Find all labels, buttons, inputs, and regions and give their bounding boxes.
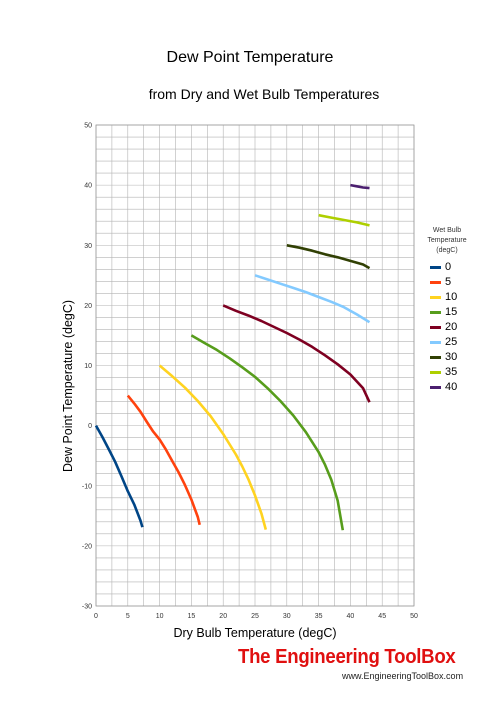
legend-swatch	[430, 340, 441, 344]
y-tick-label: 0	[88, 423, 92, 430]
series-line-10	[158, 364, 268, 530]
legend-item: 40	[430, 381, 458, 393]
x-tick-label: 50	[410, 613, 418, 620]
legend-item: 25	[430, 336, 458, 348]
plot-border	[95, 124, 415, 607]
brand-logo-text: The Engineering ToolBox	[238, 646, 456, 668]
legend-title-line: (degC)	[436, 247, 458, 254]
series-line-0	[94, 424, 144, 528]
x-tick-label: 25	[251, 613, 259, 620]
x-tick-label: 0	[94, 613, 98, 620]
legend-title: Wet Bulb Temperature (degC)	[414, 226, 480, 256]
series-line-20	[222, 304, 371, 403]
x-tick-label: 15	[188, 613, 196, 620]
y-tick-label: 40	[84, 183, 92, 190]
series-line-30	[286, 244, 371, 270]
y-tick-label: 10	[84, 363, 92, 370]
y-tick-label: -30	[82, 604, 92, 611]
legend-item: 20	[430, 321, 458, 333]
legend-title-line: Wet Bulb	[432, 227, 462, 234]
legend-item: 10	[430, 291, 458, 303]
legend-label: 35	[445, 366, 458, 378]
legend-item: 35	[430, 366, 458, 378]
y-tick-labels: -30 -20 -10 0 10 20 30 40 50	[82, 123, 92, 611]
series-line-25	[254, 274, 371, 324]
legend-item: 15	[430, 306, 458, 318]
legend-label: 15	[445, 306, 458, 318]
legend-swatch	[430, 295, 441, 299]
legend-item: 5	[430, 276, 452, 288]
brand-url: www.EngineeringToolBox.com	[342, 671, 464, 681]
y-tick-label: 20	[84, 303, 92, 310]
series-lines	[94, 183, 371, 531]
x-tick-label: 10	[156, 613, 164, 620]
legend-swatch	[430, 325, 441, 329]
legend-label: 5	[445, 276, 452, 288]
legend-label: 40	[445, 381, 458, 393]
legend-swatch	[430, 310, 441, 314]
x-tick-label: 20	[219, 613, 227, 620]
legend-title-line: Temperature	[427, 237, 467, 244]
chart-title: Dew Point Temperature	[166, 49, 334, 66]
legend-swatch	[430, 355, 441, 359]
legend-swatch	[430, 280, 441, 284]
legend-label: 10	[445, 291, 458, 303]
legend-label: 20	[445, 321, 458, 333]
legend-swatch	[430, 385, 441, 389]
legend-item: 0	[430, 261, 452, 273]
y-tick-label: 50	[84, 123, 92, 130]
x-tick-label: 5	[126, 613, 130, 620]
x-tick-label: 30	[283, 613, 291, 620]
chart-subtitle: from Dry and Wet Bulb Temperatures	[148, 86, 380, 102]
x-tick-label: 40	[347, 613, 355, 620]
y-tick-label: -10	[82, 483, 92, 490]
series-line-40	[350, 183, 370, 190]
y-tick-label: 30	[84, 243, 92, 250]
legend-label: 30	[445, 351, 458, 363]
series-line-35	[318, 213, 370, 227]
legend-label: 25	[445, 336, 458, 348]
series-line-5	[126, 394, 201, 526]
x-axis-label: Dry Bulb Temperature (degC)	[173, 626, 336, 640]
legend-item: 30	[430, 351, 458, 363]
grid	[95, 124, 415, 607]
series-line-15	[190, 334, 345, 531]
x-tick-labels: 0 5 10 15 20 25 30 35 40 45 50	[94, 613, 418, 620]
x-tick-label: 45	[378, 613, 386, 620]
y-tick-label: -20	[82, 543, 92, 550]
legend-swatch	[430, 265, 441, 269]
y-axis-label: Dew Point Temperature (degC)	[61, 300, 75, 472]
x-tick-label: 35	[315, 613, 323, 620]
legend-swatch	[430, 370, 441, 374]
legend-label: 0	[445, 261, 452, 273]
